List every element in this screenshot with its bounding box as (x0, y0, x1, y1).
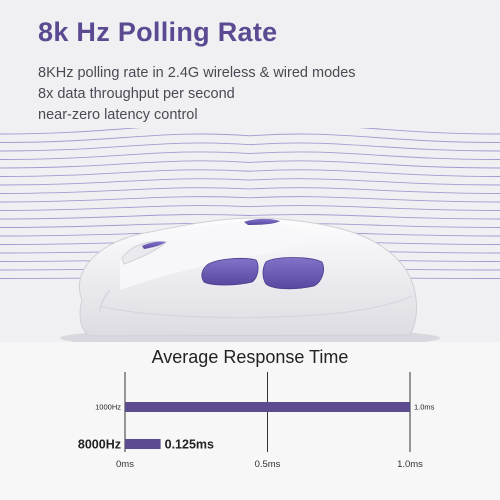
wave-line (0, 128, 500, 135)
page-title: 8k Hz Polling Rate (38, 17, 278, 47)
mouse-image (60, 217, 440, 342)
x-tick-label: 0ms (116, 459, 134, 470)
chart-canvas: 0ms 0.5ms 1.0ms 1000Hz 1.0ms 8000Hz 0.125ms (78, 372, 435, 470)
response-time-chart: 0ms 0.5ms 1.0ms 1000Hz 1.0ms 8000Hz 0.125ms Av… (0, 342, 500, 500)
wave-line (0, 160, 500, 169)
wave-line (0, 151, 500, 160)
wave-line (0, 178, 500, 186)
x-tick-label: 0.5ms (255, 459, 281, 470)
wave-line (0, 214, 500, 220)
feature-line-2: 8x data throughput per second (38, 86, 235, 102)
wave-line (0, 142, 500, 152)
feature-line-3: near-zero latency control (38, 107, 198, 123)
category-label: 8000Hz (78, 437, 121, 451)
bar-1000Hz (125, 402, 410, 412)
bar-8000Hz (125, 439, 161, 449)
wave-line (0, 169, 500, 177)
wave-line (0, 196, 500, 203)
wave-line (0, 205, 500, 211)
category-label: 1000Hz (95, 403, 121, 412)
wave-line (0, 133, 500, 143)
feature-line-1: 8KHz polling rate in 2.4G wireless & wir… (38, 65, 356, 81)
chart-title: Average Response Time (151, 347, 349, 367)
wave-line (0, 187, 500, 194)
hero-section: 8k Hz Polling Rate 8KHz polling rate in … (0, 17, 500, 342)
x-tick-label: 1.0ms (397, 459, 423, 470)
value-label: 1.0ms (414, 403, 435, 412)
value-label: 0.125ms (165, 437, 214, 451)
